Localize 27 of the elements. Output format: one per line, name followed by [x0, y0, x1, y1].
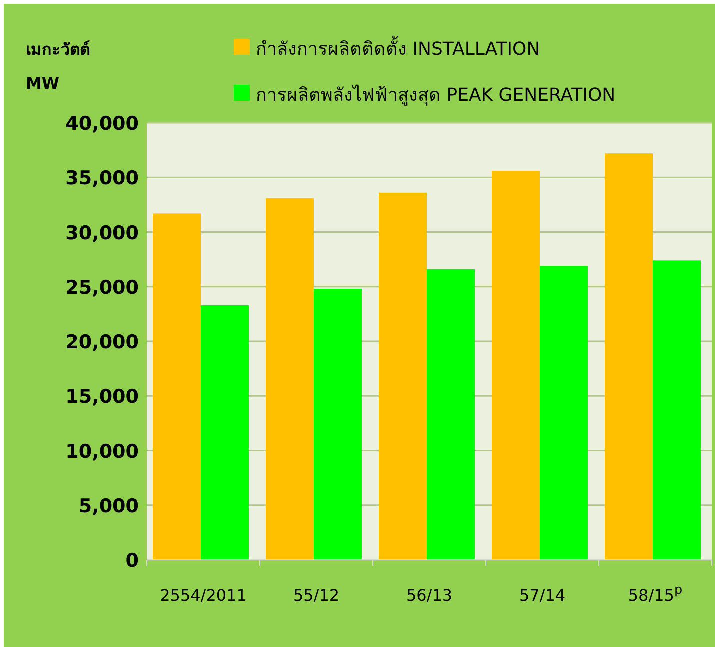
- bar: [314, 289, 362, 560]
- legend-label: กำลังการผลิตติดตั้ง INSTALLATION: [256, 36, 540, 60]
- x-tick-label: 56/13: [406, 586, 453, 605]
- y-tick-label: 10,000: [66, 440, 139, 463]
- bar: [379, 192, 427, 560]
- y-tick-label: 25,000: [66, 276, 139, 299]
- y-tick-label: 15,000: [66, 386, 139, 408]
- bar: [201, 305, 249, 560]
- x-tick-label: 55/12: [293, 586, 340, 605]
- y-tick-label: 20,000: [66, 332, 139, 354]
- legend-label: การผลิตพลังไฟฟ้าสูงสุด PEAK GENERATION: [256, 84, 616, 106]
- bar: [427, 269, 475, 560]
- y-tick-label: 40,000: [66, 113, 139, 135]
- bar: [653, 260, 701, 560]
- bar: [153, 214, 201, 560]
- bar: [605, 154, 653, 560]
- bar: [492, 171, 540, 560]
- x-tick-label: 58/15$^{p}$: [628, 582, 683, 605]
- bar: [266, 198, 314, 560]
- y-tick-label: 30,000: [66, 222, 139, 244]
- bar: [540, 266, 588, 560]
- y-tick-label: 0: [126, 550, 139, 572]
- y-tick-label: 35,000: [66, 168, 139, 190]
- y-axis-title: เมกะวัตต์ MW: [26, 40, 90, 93]
- y-tick-label: 5,000: [78, 495, 139, 518]
- x-tick-label: 2554/2011: [160, 586, 247, 605]
- x-tick-label: 57/14: [519, 586, 566, 605]
